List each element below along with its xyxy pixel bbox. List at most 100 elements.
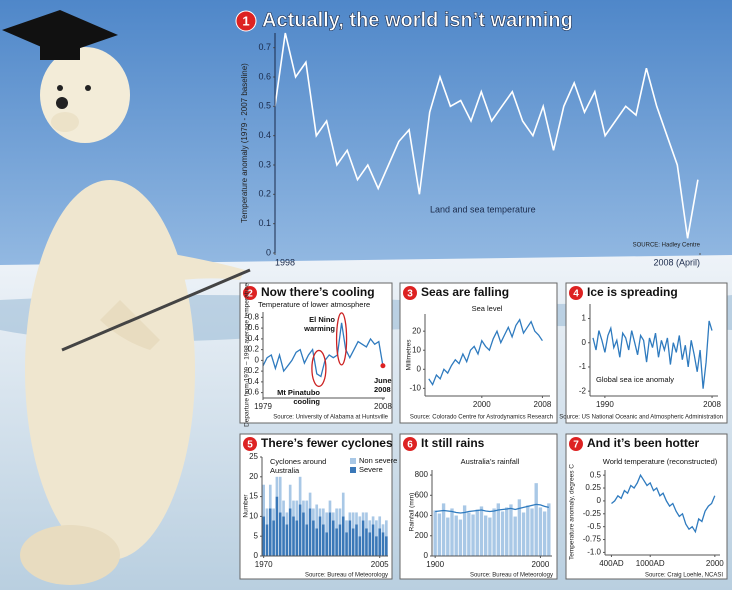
subtitle: Temperature of lower atmosphere: [258, 300, 370, 309]
y-tick-label: -1: [579, 362, 587, 371]
bar: [328, 500, 332, 513]
panels: 1 Actually, the world isn’t warming 0 0.1 0.…: [235, 9, 728, 580]
x-tick-label: 1000AD: [636, 559, 665, 568]
chart: 1 Actually, the world isn’t warming 0 0.1 0.…: [235, 9, 701, 267]
bar: [547, 503, 551, 556]
y-tick-label: -2: [579, 386, 587, 395]
badge-number: 5: [247, 440, 253, 451]
bar: [318, 508, 322, 517]
panel: [565, 433, 728, 580]
highlight: [311, 349, 327, 388]
bar: [308, 492, 312, 509]
badge: [235, 10, 257, 32]
legend-swatch: [350, 458, 356, 464]
bar: [365, 512, 368, 529]
x-tick-label: 400AD: [599, 559, 624, 568]
y-tick-label: 0: [266, 247, 271, 257]
y-tick-label: 20: [249, 472, 258, 481]
x-tick-label: 2005: [371, 560, 389, 569]
highlight: [335, 312, 348, 366]
y-axis-label: Millimetres: [406, 339, 413, 371]
bar: [292, 516, 295, 556]
legend-label: Non severe: [359, 456, 397, 465]
y-tick-label: 20: [412, 326, 421, 335]
bar: [298, 504, 302, 556]
bar: [513, 516, 517, 556]
legend-swatch: [350, 467, 356, 473]
bar: [521, 512, 526, 556]
bar: [368, 520, 372, 533]
bar: [288, 484, 292, 509]
badge: [569, 437, 583, 451]
y-tick-label: 600: [415, 490, 429, 499]
y-tick-label: 10: [249, 512, 258, 521]
bar: [285, 512, 289, 525]
bar: [265, 524, 269, 556]
bar: [441, 503, 446, 556]
y-tick-label: 0: [417, 364, 422, 373]
bar: [348, 512, 352, 521]
x-tick-label: 2000: [473, 400, 491, 409]
y-tick-label: 0: [597, 496, 602, 505]
y-tick-label: 1: [582, 314, 587, 323]
y-tick-label: 400: [415, 511, 429, 520]
line: [262, 322, 384, 378]
bar: [361, 520, 365, 556]
chart-title: Actually, the world isn’t warming: [262, 9, 573, 31]
bar: [345, 532, 348, 556]
bar: [308, 508, 312, 556]
badge: [403, 437, 417, 451]
y-tick-label: 0.1: [258, 218, 271, 228]
x-tick-label: 2008: [703, 400, 721, 409]
bar: [335, 508, 338, 529]
bar: [381, 532, 385, 556]
source: Source: Bureau of Meteorology: [305, 573, 388, 579]
bar: [265, 508, 269, 525]
bar: [371, 524, 375, 556]
y-tick-label: 0.6: [258, 71, 271, 81]
bar: [446, 517, 450, 556]
y-tick-label: 0.5: [590, 470, 602, 479]
y-tick-label: -1.0: [587, 548, 601, 557]
y-tick-label: 0.3: [258, 159, 271, 169]
badge: [569, 286, 583, 300]
bar: [530, 508, 534, 556]
bar: [268, 508, 272, 556]
bar: [355, 524, 358, 556]
y-tick-label: 0.2: [258, 189, 271, 199]
badge-number: 4: [573, 289, 579, 300]
bar: [282, 516, 285, 556]
bar: [275, 496, 279, 556]
end-marker: [380, 363, 386, 369]
annotation: Global sea ice anomaly: [596, 375, 674, 384]
x-tick-label: 1979: [254, 402, 272, 411]
subtitle: Australia: [270, 466, 300, 475]
y-tick-label: 0: [255, 355, 260, 364]
annotation: Land and sea temperature: [430, 204, 536, 214]
subtitle: Sea level: [472, 304, 503, 313]
legend-label: Severe: [359, 465, 383, 474]
bar: [437, 513, 442, 556]
badge-number: 3: [407, 289, 413, 300]
x-tick-label: 2000: [706, 559, 724, 568]
annotation: Mt Pinatubo: [277, 388, 320, 397]
bar: [458, 519, 463, 556]
bar: [538, 507, 543, 556]
bar: [272, 508, 275, 521]
bar: [312, 520, 315, 556]
chart-title: Ice is spreading: [587, 285, 678, 299]
bar: [305, 500, 309, 525]
bar: [325, 512, 328, 533]
bar: [268, 484, 272, 509]
bar: [378, 528, 382, 556]
chart-title: Now there’s cooling: [261, 285, 375, 299]
line: [274, 32, 699, 239]
y-tick-label: 0: [254, 551, 259, 560]
bar: [278, 476, 282, 513]
x-tick-label: 1998: [275, 257, 295, 267]
bar: [285, 524, 289, 556]
bar: [358, 516, 362, 537]
bar: [368, 532, 372, 556]
x-tick-label: 2008: [534, 400, 552, 409]
chart: 6 It still rains 0 200 400 600 800 1900 2000 Rain…: [399, 433, 558, 580]
